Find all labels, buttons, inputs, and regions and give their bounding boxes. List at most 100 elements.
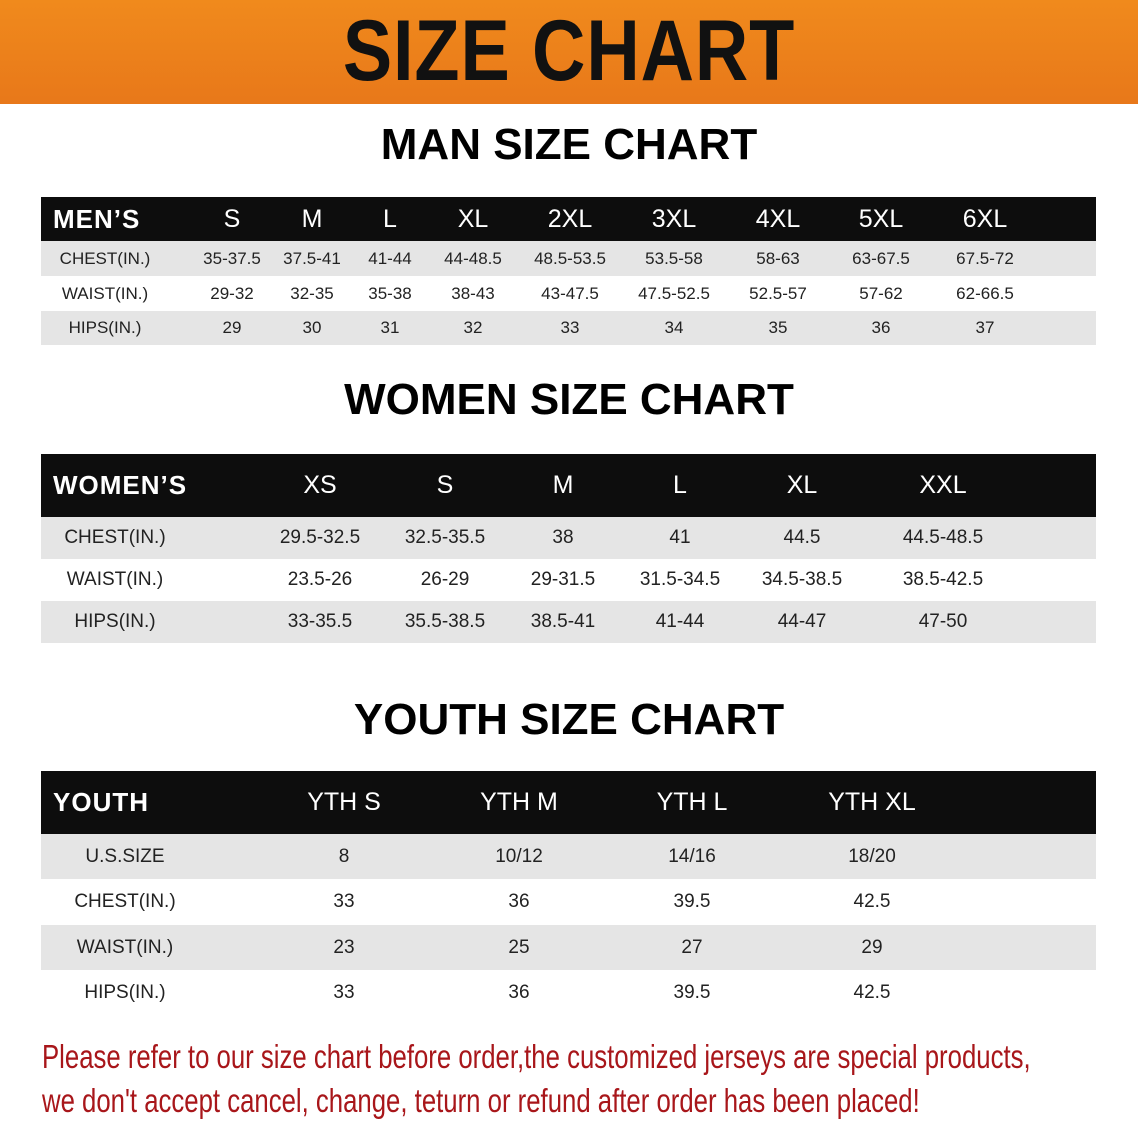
table-cell: 37 — [975, 318, 995, 337]
table-cell: 34.5-38.5 — [761, 569, 843, 590]
table-row: WAIST(IN.) 23 25 27 29 — [41, 925, 1096, 970]
table-cell: 31.5-34.5 — [639, 569, 721, 590]
table-cell: 41-44 — [368, 248, 412, 268]
measurement-label: CHEST(IN.) — [59, 248, 151, 268]
size-column-header: M — [552, 471, 574, 499]
women-section-title: WOMEN SIZE CHART — [344, 375, 794, 424]
table-cell: 38 — [552, 527, 574, 548]
men-section-title: MAN SIZE CHART — [380, 120, 758, 169]
size-column-header: M — [301, 204, 323, 233]
table-cell: 37.5-41 — [283, 248, 341, 268]
table-row: HIPS(IN.) 29 30 31 32 33 34 35 36 37 — [41, 311, 1096, 345]
table-cell: 44.5-48.5 — [902, 527, 984, 548]
table-cell: 58-63 — [756, 248, 800, 268]
table-cell: 33 — [333, 891, 355, 912]
table-cell: 39.5 — [673, 891, 711, 912]
measurement-label: CHEST(IN.) — [64, 527, 166, 548]
table-cell: 48.5-53.5 — [534, 248, 606, 268]
table-cell: 44.5 — [783, 527, 821, 548]
table-cell: 52.5-57 — [749, 283, 807, 303]
table-row: CHEST(IN.) 35-37.5 37.5-41 41-44 44-48.5 48.5… — [41, 241, 1096, 276]
table-cell: 43-47.5 — [541, 283, 599, 303]
table-cell: 63-67.5 — [852, 248, 910, 268]
size-column-header: L — [673, 471, 687, 499]
size-column-header: YTH M — [480, 788, 558, 816]
table-cell: 38-43 — [451, 283, 495, 303]
table-cell: 35-37.5 — [203, 248, 261, 268]
table-cell: 57-62 — [859, 283, 903, 303]
table-row: U.S.SIZE 8 10/12 14/16 18/20 — [41, 834, 1096, 879]
table-row: HIPS(IN.) 33 36 39.5 42.5 — [41, 970, 1096, 1015]
table-row: WAIST(IN.) 29-32 32-35 35-38 38-43 43-47.5 47.… — [41, 276, 1096, 311]
table-row: WAIST(IN.) 23.5-26 26-29 29-31.5 31.5-34.5 34… — [41, 559, 1096, 601]
table-cell: 18/20 — [848, 845, 896, 867]
size-column-header: L — [383, 204, 397, 233]
banner-title: SIZE CHART — [342, 3, 796, 99]
measurement-label: CHEST(IN.) — [74, 891, 176, 912]
youth-size-table: YOUTH YTH S YTH M YTH L YTH XL U.S.SIZE 8 10/12… — [41, 771, 1096, 1015]
size-column-header: XS — [303, 471, 337, 499]
size-column-header: S — [223, 204, 241, 233]
table-cell: 41 — [669, 527, 691, 548]
table-cell: 30 — [302, 318, 322, 337]
youth-section-title: YOUTH SIZE CHART — [353, 695, 785, 744]
measurement-label: HIPS(IN.) — [84, 981, 166, 1003]
men-header-row: MEN’S S M L XL 2XL 3XL 4XL 5XL 6XL — [41, 197, 1096, 241]
table-cell: 8 — [338, 845, 350, 867]
notice-line-2: we don't accept cancel, change, teturn o… — [42, 1082, 920, 1119]
measurement-label: WAIST(IN.) — [66, 569, 164, 590]
table-cell: 38.5-42.5 — [902, 569, 984, 590]
measurement-label: WAIST(IN.) — [76, 936, 174, 958]
table-cell: 44-47 — [777, 611, 827, 632]
notice-line-1: Please refer to our size chart before or… — [42, 1038, 1031, 1075]
table-cell: 67.5-72 — [956, 248, 1014, 268]
table-row: CHEST(IN.) 33 36 39.5 42.5 — [41, 879, 1096, 925]
table-cell: 41-44 — [655, 611, 705, 632]
table-cell: 31 — [380, 318, 400, 337]
size-column-header: XXL — [919, 471, 967, 499]
women-size-table: WOMEN’S XS S M L XL XXL CHEST(IN.) 29.5-32.5 32.5… — [41, 454, 1096, 643]
table-cell: 25 — [508, 936, 530, 958]
size-column-header: 3XL — [651, 204, 697, 233]
table-cell: 42.5 — [853, 981, 891, 1003]
table-cell: 62-66.5 — [956, 283, 1014, 303]
table-cell: 35 — [768, 318, 788, 337]
table-cell: 35-38 — [368, 283, 412, 303]
table-cell: 14/16 — [668, 845, 716, 867]
table-cell: 10/12 — [495, 845, 543, 867]
table-cell: 29.5-32.5 — [279, 527, 361, 548]
table-cell: 39.5 — [673, 981, 711, 1003]
size-column-header: YTH L — [656, 788, 728, 816]
table-header-label: WOMEN’S — [53, 470, 188, 500]
size-column-header: YTH S — [307, 788, 381, 816]
table-cell: 27 — [681, 936, 703, 958]
table-cell: 42.5 — [853, 891, 891, 912]
table-cell: 29 — [222, 318, 242, 337]
size-column-header: XL — [786, 471, 818, 499]
table-cell: 47.5-52.5 — [638, 283, 710, 303]
table-cell: 29-31.5 — [530, 569, 596, 590]
men-size-table: MEN’S S M L XL 2XL 3XL 4XL 5XL 6XL CHEST(IN.) 35-37… — [41, 197, 1096, 345]
table-cell: 29 — [861, 936, 883, 958]
table-cell: 53.5-58 — [645, 248, 703, 268]
table-cell: 26-29 — [420, 569, 470, 590]
size-column-header: 5XL — [858, 204, 904, 233]
table-row: HIPS(IN.) 33-35.5 35.5-38.5 38.5-41 41-44 44-… — [41, 601, 1096, 643]
measurement-label: U.S.SIZE — [85, 845, 165, 867]
size-column-header: 2XL — [547, 204, 593, 233]
table-cell: 23.5-26 — [287, 569, 353, 590]
table-cell: 34 — [664, 318, 684, 337]
size-column-header: S — [436, 471, 454, 499]
size-column-header: 6XL — [962, 204, 1008, 233]
women-header-row: WOMEN’S XS S M L XL XXL — [41, 454, 1096, 517]
table-cell: 33 — [560, 318, 580, 337]
table-header-label: MEN’S — [53, 203, 141, 234]
table-cell: 32-35 — [290, 283, 334, 303]
size-column-header: 4XL — [755, 204, 801, 233]
table-cell: 32.5-35.5 — [404, 527, 486, 548]
table-cell: 36 — [508, 891, 530, 912]
table-cell: 32 — [463, 318, 483, 337]
table-cell: 38.5-41 — [530, 611, 596, 632]
table-cell: 47-50 — [918, 611, 968, 632]
title-banner: SIZE CHART — [0, 0, 1138, 104]
